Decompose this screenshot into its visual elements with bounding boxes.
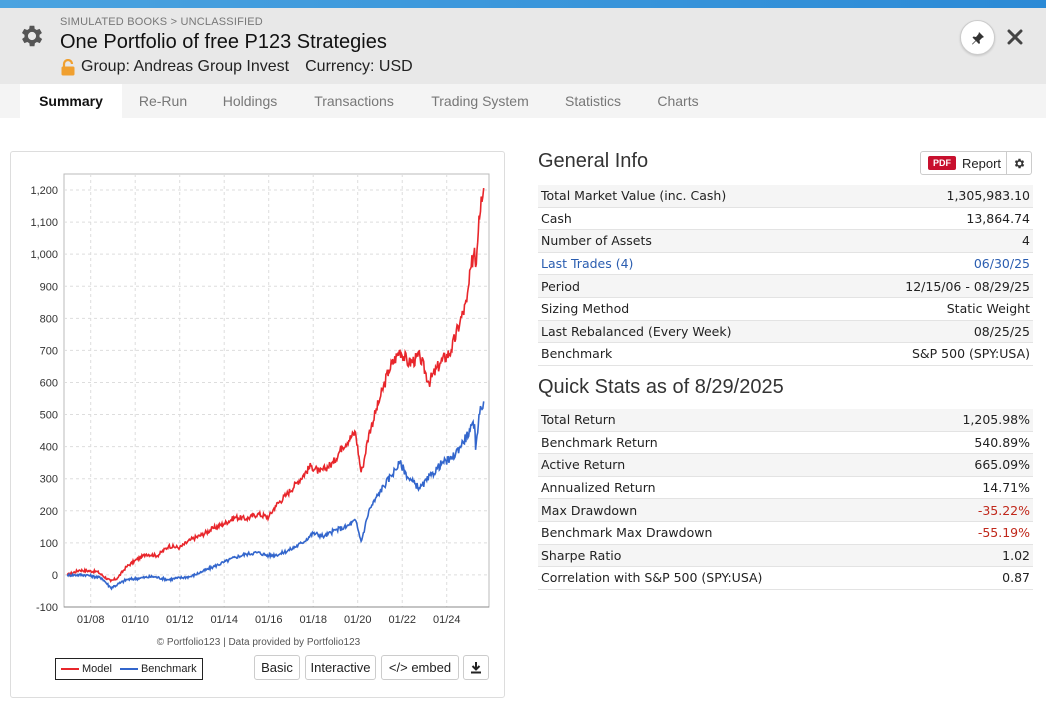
legend-item-model[interactable]: Model xyxy=(61,663,112,675)
download-icon xyxy=(471,662,481,674)
stat-row-max-drawdown: Max Drawdown -35.22% xyxy=(538,499,1033,522)
y-tick-label: -100 xyxy=(36,602,58,614)
page-header: SIMULATED BOOKS > UNCLASSIFIED One Portf… xyxy=(0,8,1046,84)
last-trades-date-link[interactable]: 06/30/25 xyxy=(973,256,1030,272)
legend-swatch-model xyxy=(61,668,79,670)
quick-stats-title: Quick Stats as of 8/29/2025 xyxy=(538,376,784,398)
y-tick-label: 700 xyxy=(40,345,58,357)
tab-bar: Summary Re-Run Holdings Transactions Tra… xyxy=(0,84,1046,118)
interactive-button[interactable]: Interactive xyxy=(305,655,376,680)
lock-open-icon xyxy=(61,58,75,75)
legend-swatch-benchmark xyxy=(119,668,138,670)
info-row-last-trades: Last Trades (4) 06/30/25 xyxy=(538,253,1033,276)
x-tick-label: 01/24 xyxy=(433,614,461,626)
tab-holdings[interactable]: Holdings xyxy=(222,93,278,109)
y-tick-label: 800 xyxy=(40,313,58,325)
y-tick-label: 1,200 xyxy=(30,185,58,197)
y-tick-label: 200 xyxy=(40,506,58,518)
y-tick-label: 1,000 xyxy=(30,249,58,261)
y-tick-label: 0 xyxy=(52,570,58,582)
x-tick-label: 01/10 xyxy=(121,614,149,626)
x-tick-label: 01/20 xyxy=(344,614,372,626)
pin-icon xyxy=(971,31,984,44)
download-button[interactable] xyxy=(463,655,489,680)
tab-trading-system[interactable]: Trading System xyxy=(431,93,529,109)
tab-summary[interactable]: Summary xyxy=(20,84,122,118)
chart-credit: © Portfolio123 | Data provided by Portfo… xyxy=(156,637,361,648)
info-row-sizing-method: Sizing Method Static Weight xyxy=(538,298,1033,321)
pdf-badge: PDF xyxy=(928,156,956,170)
general-info-table: Total Market Value (inc. Cash) 1,305,983… xyxy=(538,185,1033,366)
tab-transactions[interactable]: Transactions xyxy=(314,93,394,109)
chart-legend: Model Benchmark xyxy=(55,658,203,680)
x-tick-label: 01/14 xyxy=(210,614,238,626)
currency-label: Currency: USD xyxy=(305,58,413,75)
pdf-report-button[interactable]: PDF Report xyxy=(920,151,1032,175)
portfolio-meta: Group: Andreas Group Invest Currency: US… xyxy=(60,58,413,76)
stat-row-annualized-return: Annualized Return 14.71% xyxy=(538,477,1033,500)
x-tick-label: 01/22 xyxy=(388,614,416,626)
tab-statistics[interactable]: Statistics xyxy=(564,93,621,109)
last-trades-link[interactable]: Last Trades (4) xyxy=(541,256,634,272)
breadcrumb[interactable]: SIMULATED BOOKS > UNCLASSIFIED xyxy=(60,16,263,28)
pin-button[interactable] xyxy=(960,20,995,55)
page-title: One Portfolio of free P123 Strategies xyxy=(60,31,387,53)
legend-label-benchmark: Benchmark xyxy=(140,663,197,675)
stat-row-benchmark-max-drawdown: Benchmark Max Drawdown -55.19% xyxy=(538,522,1033,545)
stat-row-benchmark-return: Benchmark Return 540.89% xyxy=(538,432,1033,455)
y-tick-label: 900 xyxy=(40,281,58,293)
report-label: Report xyxy=(962,155,1002,171)
y-tick-label: 300 xyxy=(40,474,58,486)
info-row-period: Period 12/15/06 - 08/29/25 xyxy=(538,275,1033,298)
series-line-benchmark xyxy=(66,401,485,591)
top-accent-bar xyxy=(0,0,1046,8)
info-row-benchmark: Benchmark S&P 500 (SPY:USA) xyxy=(538,343,1033,366)
quick-stats-table: Total Return 1,205.98% Benchmark Return … xyxy=(538,409,1033,590)
basic-button[interactable]: Basic xyxy=(254,655,300,680)
x-tick-label: 01/08 xyxy=(77,614,105,626)
y-tick-label: 400 xyxy=(40,442,58,454)
stat-row-correlation: Correlation with S&P 500 (SPY:USA) 0.87 xyxy=(538,567,1033,590)
performance-chart: 1,200 1,100 1,000 900 800 700 600 500 400 300 200 1… xyxy=(30,173,490,626)
legend-label-model: Model xyxy=(82,663,112,675)
y-tick-label: 100 xyxy=(40,538,58,550)
y-tick-label: 600 xyxy=(40,377,58,389)
close-icon xyxy=(1007,29,1023,45)
info-row-number-of-assets: Number of Assets 4 xyxy=(538,230,1033,253)
legend-item-benchmark[interactable]: Benchmark xyxy=(119,663,197,675)
close-button[interactable] xyxy=(1003,25,1027,49)
info-row-total-market-value: Total Market Value (inc. Cash) 1,305,983… xyxy=(538,185,1033,208)
series-line-model xyxy=(66,188,485,583)
gear-icon[interactable] xyxy=(18,22,46,50)
gear-icon xyxy=(1014,158,1024,168)
y-tick-label: 500 xyxy=(40,410,58,422)
stat-row-total-return: Total Return 1,205.98% xyxy=(538,409,1033,432)
x-tick-label: 01/18 xyxy=(299,614,327,626)
stat-row-active-return: Active Return 665.09% xyxy=(538,454,1033,477)
general-info-title: General Info xyxy=(538,150,649,172)
x-tick-label: 01/16 xyxy=(255,614,283,626)
report-settings-button[interactable] xyxy=(1006,152,1031,174)
group-label: Group: Andreas Group Invest xyxy=(81,58,290,75)
stat-row-sharpe-ratio: Sharpe Ratio 1.02 xyxy=(538,544,1033,568)
y-tick-label: 1,100 xyxy=(30,217,58,229)
x-tick-label: 01/12 xyxy=(166,614,194,626)
info-row-cash: Cash 13,864.74 xyxy=(538,208,1033,231)
embed-button[interactable]: </> embed xyxy=(381,655,459,680)
performance-chart-panel: 1,200 1,100 1,000 900 800 700 600 500 400 300 200 1… xyxy=(10,151,505,698)
plot-area xyxy=(63,173,490,608)
info-row-last-rebalanced: Last Rebalanced (Every Week) 08/25/25 xyxy=(538,320,1033,344)
tab-rerun[interactable]: Re-Run xyxy=(138,93,188,109)
tab-charts[interactable]: Charts xyxy=(657,93,699,109)
